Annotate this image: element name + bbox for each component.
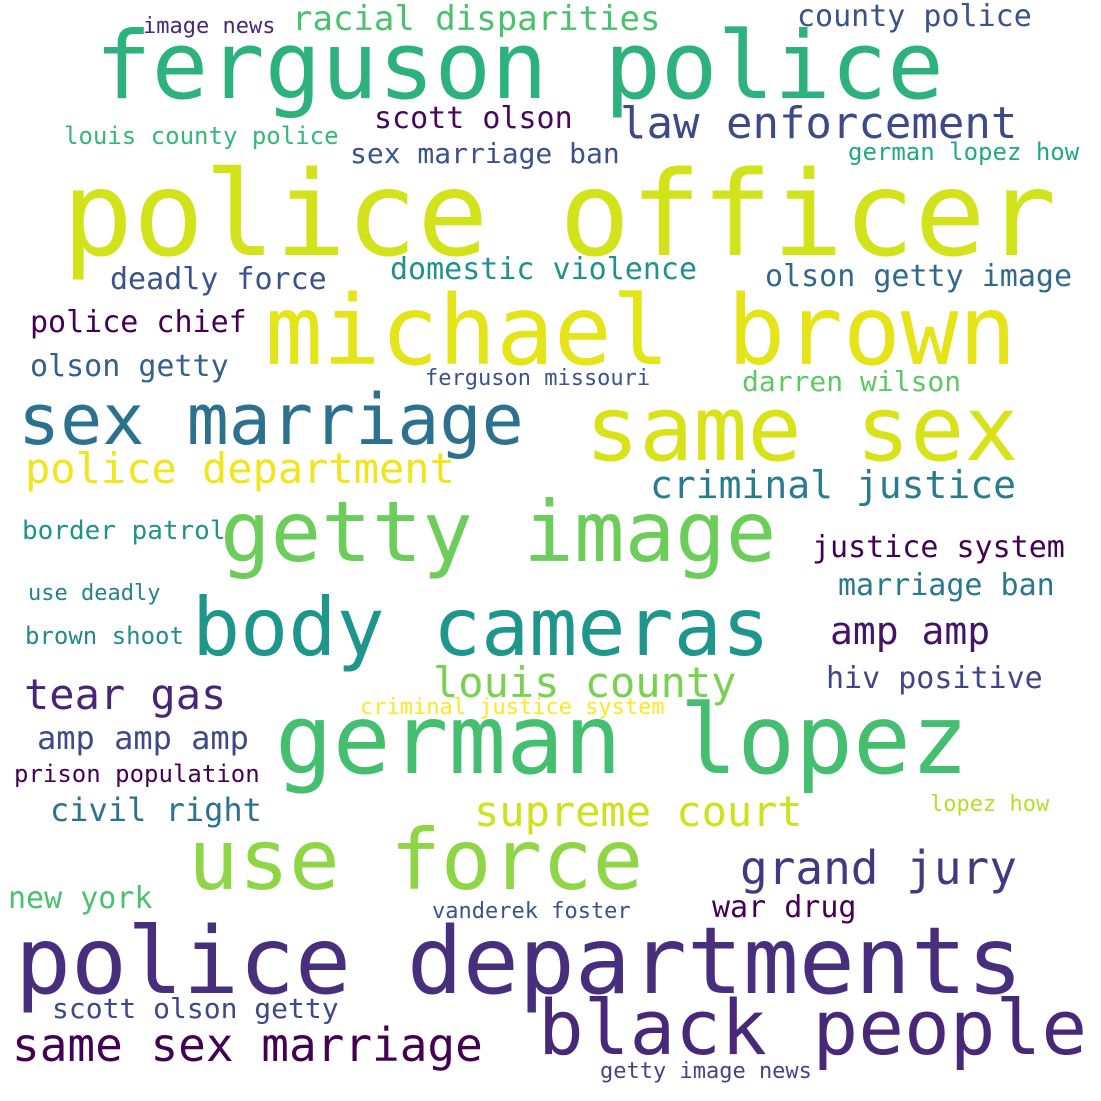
word-same-sex: same sex: [585, 377, 1019, 482]
word-same-sex-marriage: same sex marriage: [12, 1018, 483, 1072]
word-scott-olson: scott olson: [374, 101, 573, 136]
word-criminal-justice-system: criminal justice system: [360, 695, 665, 720]
word-louis-county: louis county: [433, 658, 737, 707]
word-olson-getty: olson getty: [30, 349, 229, 384]
word-war-drug: war drug: [712, 890, 857, 925]
word-darren-wilson: darren wilson: [742, 365, 962, 398]
word-law-enforcement: law enforcement: [620, 98, 1018, 149]
word-grand-jury: grand jury: [740, 841, 1017, 895]
word-michael-brown: michael brown: [265, 275, 1017, 387]
word-ferguson-police: ferguson police: [95, 12, 944, 121]
word-border-patrol: border patrol: [22, 516, 226, 546]
word-new-york: new york: [8, 881, 153, 916]
word-hiv-positive: hiv positive: [826, 661, 1043, 696]
word-brown-shoot: brown shoot: [25, 622, 184, 650]
word-supreme-court: supreme court: [474, 787, 803, 836]
word-image-news: image news: [143, 14, 276, 39]
word-german-lopez: german lopez: [275, 684, 969, 796]
word-german-lopez-how: german lopez how: [848, 138, 1080, 166]
word-criminal-justice: criminal justice: [650, 463, 1017, 507]
word-louis-county-police: louis county police: [64, 122, 339, 150]
word-getty-image-news: getty image news: [600, 1059, 812, 1084]
word-vanderek-foster: vanderek foster: [432, 899, 631, 924]
word-police-departments: police departments: [15, 907, 1023, 1015]
word-olson-getty-image: olson getty image: [765, 259, 1073, 294]
word-county-police: county police: [797, 0, 1032, 34]
word-use-deadly: use deadly: [28, 581, 161, 606]
word-prison-population: prison population: [14, 760, 260, 788]
word-ferguson-missouri: ferguson missouri: [425, 366, 651, 391]
word-use-force: use force: [188, 811, 644, 909]
word-lopez-how: lopez how: [930, 792, 1050, 817]
word-justice-system: justice system: [812, 530, 1065, 565]
word-racial-disparities: racial disparities: [292, 0, 661, 39]
word-domestic-violence: domestic violence: [390, 252, 698, 287]
word-tear-gas: tear gas: [24, 670, 227, 719]
word-amp-amp-amp: amp amp amp: [37, 719, 249, 757]
word-marriage-ban: marriage ban: [838, 568, 1055, 603]
word-police-chief: police chief: [30, 305, 247, 340]
word-deadly-force: deadly force: [110, 262, 327, 297]
word-sex-marriage-ban: sex marriage ban: [350, 137, 620, 170]
word-police-department: police department: [25, 444, 455, 493]
word-body-cameras: body cameras: [192, 581, 770, 674]
word-amp-amp: amp amp: [830, 609, 991, 653]
word-civil-right: civil right: [50, 791, 262, 829]
word-sex-marriage: sex marriage: [18, 379, 524, 461]
word-scott-olson-getty: scott olson getty: [52, 992, 339, 1025]
word-police-officer: police officer: [62, 145, 1057, 283]
word-black-people: black people: [538, 983, 1088, 1072]
word-getty-image: getty image: [220, 483, 777, 581]
